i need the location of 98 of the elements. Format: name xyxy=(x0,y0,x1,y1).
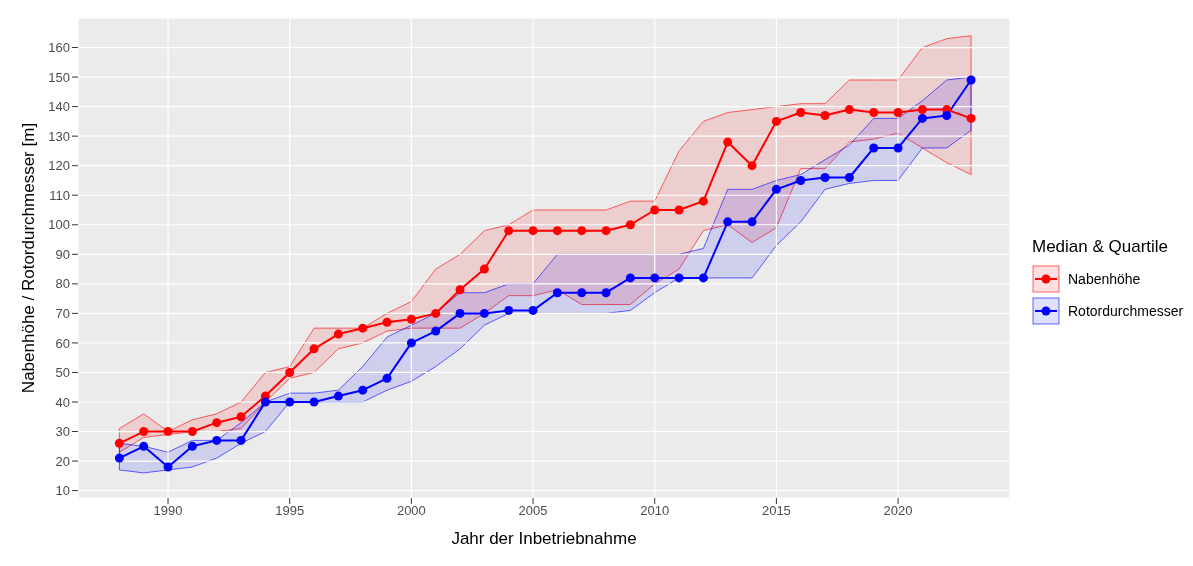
point xyxy=(723,137,733,147)
point xyxy=(796,108,806,118)
y-tick-label: 30 xyxy=(55,424,70,440)
point xyxy=(820,173,830,183)
point xyxy=(917,105,927,115)
point xyxy=(187,427,197,437)
point xyxy=(893,108,903,118)
point xyxy=(358,385,368,395)
point xyxy=(674,273,684,283)
point xyxy=(455,308,465,318)
point xyxy=(382,317,392,327)
point xyxy=(893,143,903,153)
x-axis-title: Jahr der Inbetriebnahme xyxy=(451,529,637,548)
point xyxy=(820,110,830,120)
y-axis-title: Nabenhöhe / Rotordurchmesser [m] xyxy=(19,122,39,394)
point xyxy=(601,226,611,236)
y-tick-label: 110 xyxy=(49,187,70,203)
point xyxy=(650,273,660,283)
point xyxy=(966,75,976,85)
point xyxy=(796,175,806,185)
point xyxy=(139,441,149,451)
y-tick-label: 100 xyxy=(48,217,70,233)
point xyxy=(966,113,976,123)
point xyxy=(698,196,708,206)
point xyxy=(723,217,733,227)
x-tick-label: 2005 xyxy=(518,503,548,519)
point xyxy=(504,305,514,315)
point xyxy=(869,108,879,118)
point xyxy=(382,373,392,383)
x-tick-label: 1990 xyxy=(153,503,183,519)
legend-label: Rotordurchmesser xyxy=(1068,303,1184,319)
point xyxy=(552,226,562,236)
x-tick-label: 2020 xyxy=(883,503,913,519)
point xyxy=(309,397,319,407)
point xyxy=(601,288,611,298)
point xyxy=(333,329,343,339)
point xyxy=(236,412,246,422)
point xyxy=(625,220,635,230)
y-tick-label: 150 xyxy=(48,69,70,85)
point xyxy=(650,205,660,215)
point xyxy=(406,314,416,324)
point xyxy=(114,453,124,463)
point xyxy=(309,344,319,354)
point xyxy=(139,427,149,437)
y-tick-label: 60 xyxy=(55,335,70,351)
point xyxy=(917,113,927,123)
point xyxy=(406,338,416,348)
point xyxy=(212,418,222,428)
point xyxy=(212,435,222,445)
x-tick-label: 2000 xyxy=(396,503,426,519)
y-tick-label: 80 xyxy=(55,276,70,292)
point xyxy=(504,226,514,236)
y-tick-label: 10 xyxy=(55,483,70,499)
point xyxy=(333,391,343,401)
y-tick-label: 160 xyxy=(48,40,70,56)
point xyxy=(771,116,781,126)
point xyxy=(577,226,587,236)
point xyxy=(455,285,465,295)
y-tick-label: 90 xyxy=(55,246,70,262)
point xyxy=(187,441,197,451)
point xyxy=(674,205,684,215)
y-tick-label: 130 xyxy=(48,128,70,144)
legend-title: Median & Quartile xyxy=(1032,237,1170,257)
legend-label: Nabenhöhe xyxy=(1068,271,1141,287)
point xyxy=(479,308,489,318)
y-tick-label: 70 xyxy=(55,306,70,321)
point xyxy=(285,397,295,407)
point xyxy=(552,288,562,298)
point xyxy=(844,105,854,115)
point xyxy=(698,273,708,283)
point xyxy=(285,367,295,377)
point xyxy=(479,264,489,274)
point xyxy=(528,226,538,236)
point xyxy=(869,143,879,153)
point xyxy=(528,305,538,315)
x-tick-label: 2015 xyxy=(761,503,791,519)
point xyxy=(358,323,368,333)
y-tick-label: 20 xyxy=(55,453,70,469)
point xyxy=(844,173,854,183)
point xyxy=(942,110,952,120)
point xyxy=(260,397,270,407)
y-tick-label: 120 xyxy=(48,158,70,174)
y-tick-label: 140 xyxy=(48,99,70,115)
point xyxy=(163,462,173,472)
point xyxy=(771,184,781,194)
point xyxy=(577,288,587,298)
point xyxy=(431,308,441,318)
point xyxy=(747,161,757,171)
x-tick-label: 1995 xyxy=(275,503,305,519)
point xyxy=(431,326,441,336)
point xyxy=(163,427,173,437)
y-tick-label: 50 xyxy=(55,365,70,381)
point xyxy=(747,217,757,227)
point xyxy=(114,438,124,448)
y-tick-label: 40 xyxy=(55,394,70,410)
point xyxy=(236,435,246,445)
point xyxy=(625,273,635,283)
x-tick-label: 2010 xyxy=(640,503,670,519)
